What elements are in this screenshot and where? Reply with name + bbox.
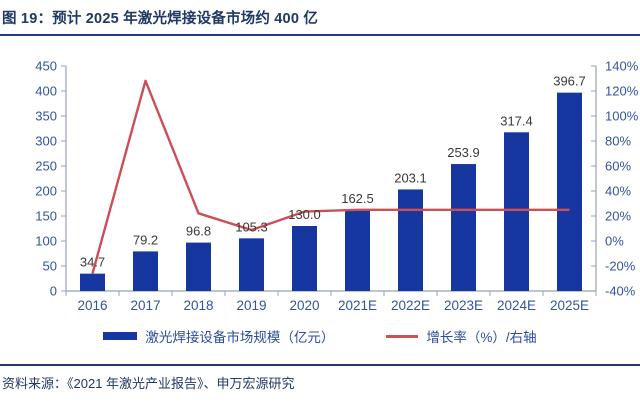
- right-axis-label: 60%: [605, 159, 631, 174]
- bar-2019: [239, 238, 264, 291]
- left-axis-label: 0: [50, 284, 57, 299]
- bar-series-swatch: [103, 332, 138, 340]
- line-series-swatch: [386, 334, 419, 338]
- bar-2017: [133, 251, 158, 291]
- left-axis-label: 200: [35, 184, 57, 199]
- chart-legend: 激光焊接设备市场规模（亿元） 增长率（%）/右轴: [0, 324, 640, 348]
- right-axis-label: 100%: [605, 109, 639, 124]
- x-axis-label-2023E: 2023E: [444, 298, 483, 313]
- right-axis-label: 120%: [605, 84, 639, 99]
- right-axis-label: 80%: [605, 134, 631, 149]
- left-axis-label: 350: [35, 109, 57, 124]
- right-axis-label: 140%: [605, 59, 639, 74]
- bottom-divider: [0, 364, 640, 366]
- left-axis-label: 100: [35, 234, 57, 249]
- bar-value-label-2024E: 317.4: [500, 113, 533, 128]
- bar-value-label-2022E: 203.1: [394, 170, 427, 185]
- source-note: 资料来源：《2021 年激光产业报告》、申万宏源研究: [2, 376, 295, 391]
- bar-value-label-2019: 105.3: [235, 219, 268, 234]
- bar-2020: [292, 226, 317, 291]
- legend-item-growth-rate: 增长率（%）/右轴: [386, 326, 537, 346]
- bar-2016: [80, 273, 105, 291]
- bar-2021E: [345, 209, 370, 291]
- left-axis-label: 450: [35, 59, 57, 74]
- x-axis-label-2025E: 2025E: [550, 298, 589, 313]
- bar-value-label-2016: 34.7: [80, 255, 105, 270]
- legend-label-growth-rate: 增长率（%）/右轴: [426, 330, 537, 345]
- bar-value-label-2023E: 253.9: [447, 145, 480, 160]
- left-axis-label: 50: [43, 259, 57, 274]
- bar-2025E: [557, 92, 582, 292]
- x-axis-label-2019: 2019: [236, 298, 266, 313]
- bar-2023E: [451, 164, 476, 291]
- x-axis-label-2021E: 2021E: [338, 298, 377, 313]
- left-axis-label: 300: [35, 134, 57, 149]
- figure-header: 图 19：预计 2025 年激光焊接设备市场约 400 亿: [0, 0, 640, 36]
- bar-value-label-2025E: 396.7: [553, 74, 586, 89]
- bar-value-label-2020: 130.0: [288, 207, 321, 222]
- growth-rate-line: [91, 79, 570, 274]
- left-axis-label: 150: [35, 209, 57, 224]
- legend-label-market-size: 激光焊接设备市场规模（亿元）: [145, 330, 335, 345]
- right-axis-label: 0%: [605, 234, 624, 249]
- x-axis-label-2024E: 2024E: [497, 298, 536, 313]
- bar-2022E: [398, 189, 423, 291]
- bar-2024E: [504, 132, 529, 291]
- right-axis-label: -20%: [605, 259, 636, 274]
- x-axis-label-2022E: 2022E: [391, 298, 430, 313]
- x-axis-label-2016: 2016: [77, 298, 107, 313]
- bar-value-label-2021E: 162.5: [341, 191, 374, 206]
- figure-title: 图 19：预计 2025 年激光焊接设备市场约 400 亿: [2, 11, 319, 27]
- bar-2018: [186, 242, 211, 291]
- bar-value-label-2017: 79.2: [133, 232, 158, 247]
- chart: 0 50 100 150 200 250 300 350 400 450 -40% -20% 0% 20%…: [35, 59, 639, 314]
- legend-item-market-size: 激光焊接设备市场规模（亿元）: [103, 326, 334, 346]
- right-axis-label: -40%: [605, 284, 636, 299]
- bar-value-label-2018: 96.8: [186, 224, 211, 239]
- left-axis-label: 400: [35, 84, 57, 99]
- x-axis-label-2020: 2020: [289, 298, 319, 313]
- x-axis-label-2018: 2018: [183, 298, 213, 313]
- left-axis-label: 250: [35, 159, 57, 174]
- right-axis-label: 20%: [605, 209, 631, 224]
- x-axis-label-2017: 2017: [130, 298, 160, 313]
- right-axis-label: 40%: [605, 184, 631, 199]
